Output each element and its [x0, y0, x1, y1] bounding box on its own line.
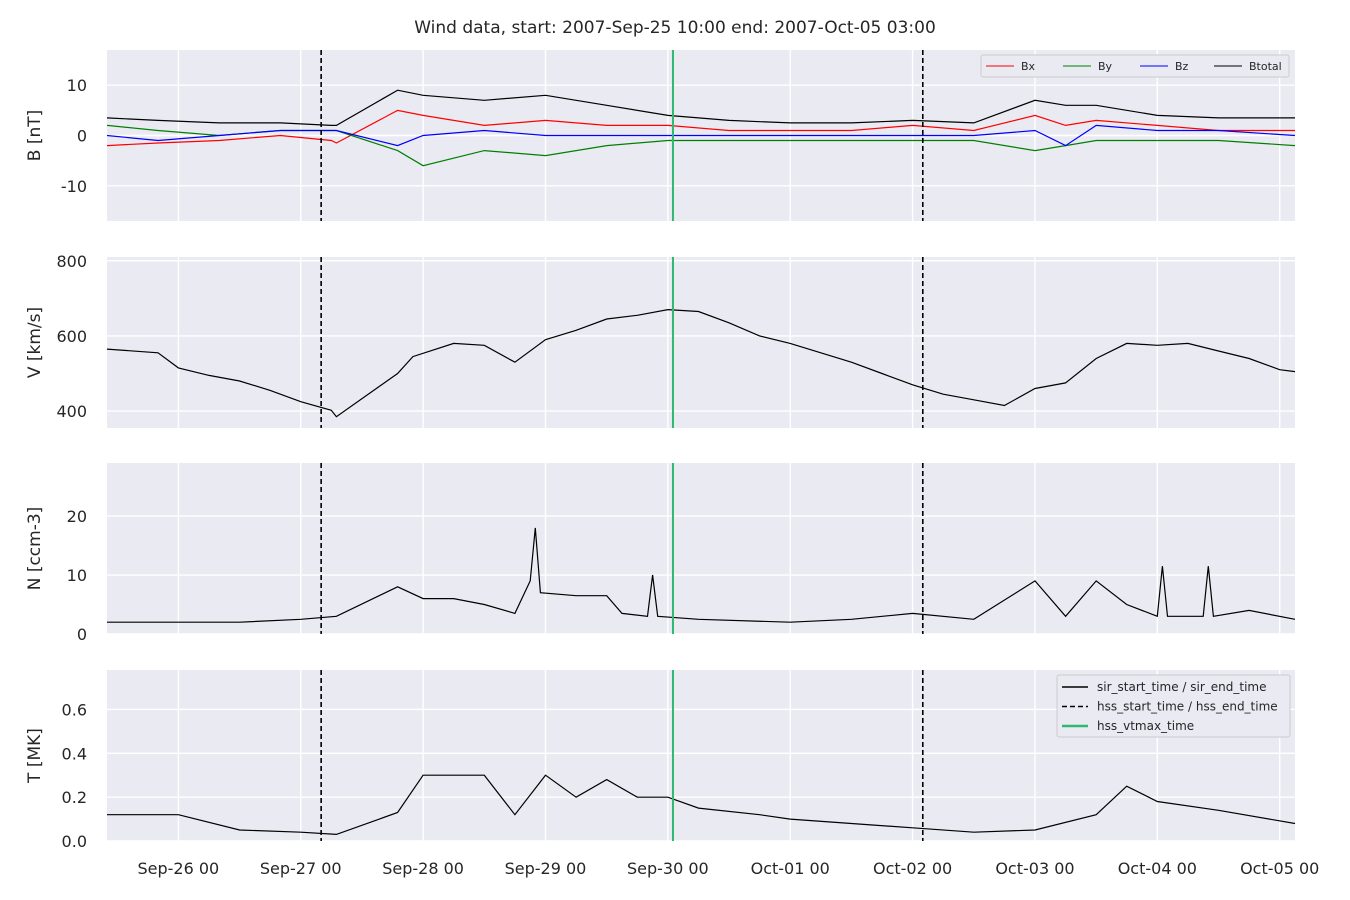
panel-v-series-0: [106, 308, 1296, 418]
b-legend-label-By: By: [1098, 60, 1113, 73]
panel-t-ytick-label: 0.2: [62, 788, 87, 807]
b-legend-label-Btotal: Btotal: [1249, 60, 1282, 73]
panel-b-ylabel: B [nT]: [25, 110, 45, 162]
panel-t-ytick-label: 0.6: [62, 700, 87, 719]
x-tick-label-8: Oct-04 00: [1118, 859, 1197, 878]
x-tick-label-6: Oct-02 00: [873, 859, 952, 878]
panel-v-ytick-label: 400: [56, 402, 87, 421]
panel-n-ytick-label: 0: [77, 625, 87, 644]
panel-b-series-Btotal: [106, 89, 1295, 126]
panel-v-background: [107, 257, 1295, 428]
chart-title: Wind data, start: 2007-Sep-25 10:00 end:…: [414, 18, 936, 38]
panel-v-ylabel: V [km/s]: [25, 307, 45, 378]
panel-v-ytick-label: 800: [56, 252, 87, 271]
panel-b-series-Bz: [106, 124, 1296, 147]
x-tick-label-1: Sep-27 00: [260, 859, 342, 878]
t-legend-box: [1056, 674, 1291, 738]
t-legend-label-1: hss_start_time / hss_end_time: [1097, 700, 1278, 714]
t-legend-label-2: hss_vtmax_time: [1097, 719, 1194, 733]
panel-t-ytick-label: 0.4: [62, 744, 87, 763]
panel-n-ylabel: N [ccm-3]: [25, 507, 45, 591]
panel-b-ytick-label: 10: [67, 76, 87, 95]
panel-b-series-Bx: [106, 109, 1295, 147]
x-tick-label-9: Oct-05 00: [1240, 859, 1319, 878]
panel-n-ytick-label: 20: [67, 507, 87, 526]
x-tick-label-7: Oct-03 00: [995, 859, 1074, 878]
t-legend-label-0: sir_start_time / sir_end_time: [1097, 680, 1267, 694]
panel-n-ytick-label: 10: [67, 566, 87, 585]
x-tick-label-4: Sep-30 00: [627, 859, 709, 878]
panel-v-ytick-label: 600: [56, 327, 87, 346]
b-legend-label-Bz: Bz: [1175, 60, 1189, 73]
panel-b-ytick-label: -10: [61, 177, 87, 196]
panel-n-background: [107, 463, 1295, 634]
b-legend-label-Bx: Bx: [1021, 60, 1036, 73]
panel-n-series-0: [107, 527, 1296, 623]
panel-t-ytick-label: 0.0: [62, 832, 87, 851]
x-tick-label-0: Sep-26 00: [138, 859, 220, 878]
x-tick-label-3: Sep-29 00: [505, 859, 587, 878]
b-legend-box: [980, 54, 1290, 78]
x-tick-label-2: Sep-28 00: [382, 859, 464, 878]
panel-b-ytick-label: 0: [77, 127, 87, 146]
x-tick-label-5: Oct-01 00: [751, 859, 830, 878]
panel-t-ylabel: T [MK]: [25, 728, 45, 784]
panel-t-series-0: [107, 774, 1296, 836]
